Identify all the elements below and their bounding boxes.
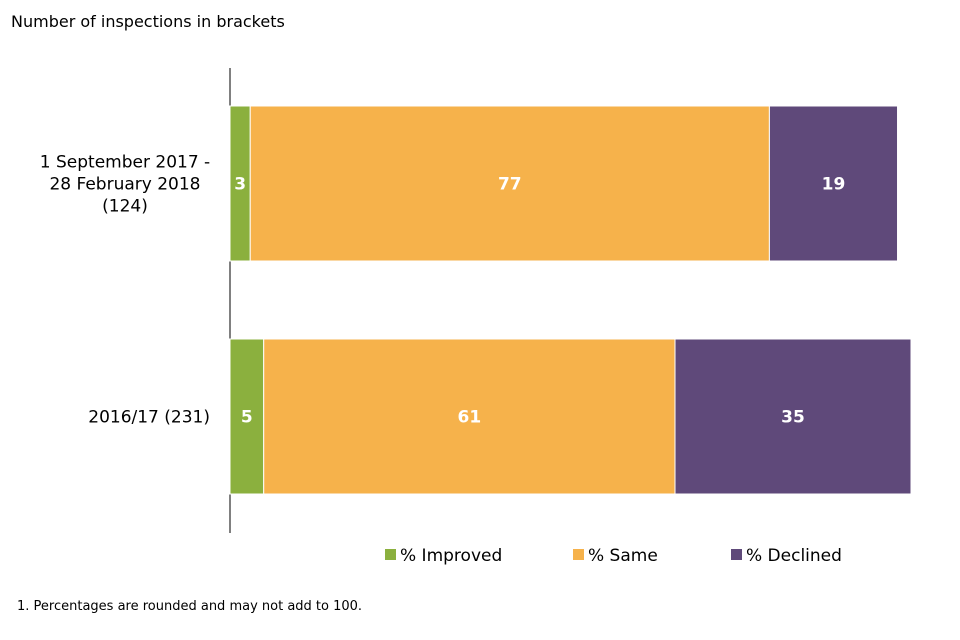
legend: % Improved % Same % Declined	[385, 546, 842, 566]
category-label-line: 28 February 2018	[49, 175, 200, 195]
bar-improved-1	[229, 338, 265, 495]
legend-label: % Declined	[746, 546, 842, 566]
data-label: 35	[781, 408, 805, 428]
bar-same-1	[263, 338, 676, 495]
legend-swatch	[573, 549, 584, 560]
legend-label: % Improved	[400, 546, 502, 566]
legend-swatch	[385, 549, 396, 560]
bar-declined-0	[768, 105, 899, 262]
category-label: 2016/17 (231)	[88, 408, 210, 428]
data-label: 5	[241, 408, 253, 428]
chart-footnote: 1. Percentages are rounded and may not a…	[17, 599, 363, 614]
data-label: 77	[498, 175, 522, 195]
category-labels-group: 1 September 2017 -28 February 2018 (124)2…	[40, 153, 210, 428]
category-label-line: (124)	[102, 197, 148, 217]
data-label: 19	[822, 175, 846, 195]
category-label-line: 1 September 2017 -	[40, 153, 210, 173]
data-label: 3	[234, 175, 246, 195]
category-label-line: 2016/17 (231)	[88, 408, 210, 428]
legend-swatch	[731, 549, 742, 560]
bar-declined-1	[674, 338, 912, 495]
chart-subtitle: Number of inspections in brackets	[11, 12, 285, 31]
bar-same-0	[249, 105, 770, 262]
legend-label: % Same	[588, 546, 658, 566]
category-label: 1 September 2017 -28 February 2018 (124)	[40, 153, 210, 217]
bars-group: 3 77 19 5 61 35	[229, 105, 912, 495]
data-label: 61	[458, 408, 482, 428]
